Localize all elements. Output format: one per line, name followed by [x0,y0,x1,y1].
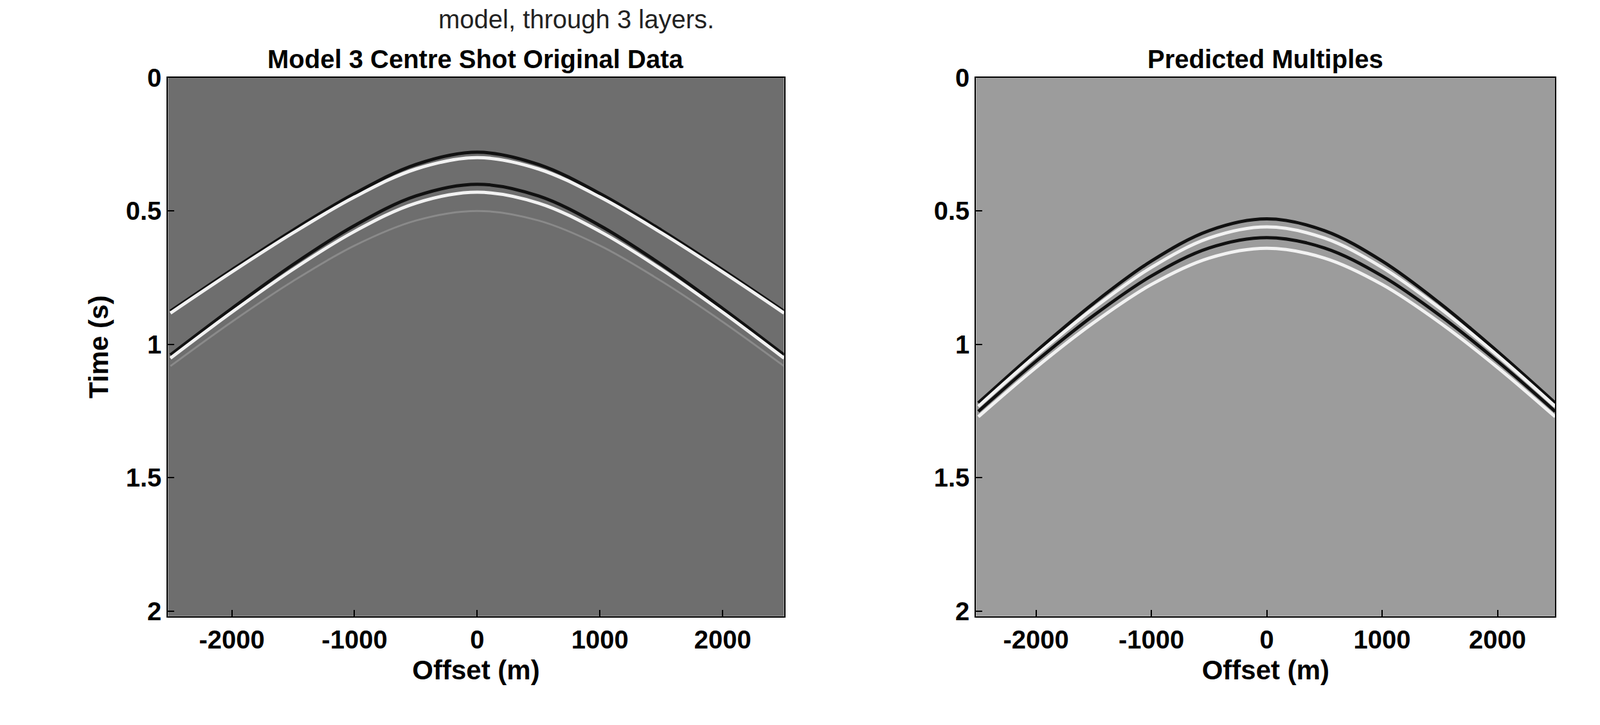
svg-text:1.5: 1.5 [125,463,162,492]
svg-text:-2000: -2000 [198,625,265,654]
svg-text:Offset (m): Offset (m) [1202,655,1330,686]
svg-text:0.5: 0.5 [934,196,971,225]
svg-text:Offset (m): Offset (m) [412,655,540,686]
svg-text:0: 0 [147,63,162,92]
svg-text:0: 0 [955,63,970,92]
svg-text:2000: 2000 [1468,625,1527,654]
svg-text:2: 2 [147,597,162,626]
svg-text:0: 0 [469,625,485,654]
svg-text:-1000: -1000 [321,625,387,654]
svg-text:model, through 3 layers.: model, through 3 layers. [438,5,715,34]
svg-text:1: 1 [955,330,970,359]
svg-text:1.5: 1.5 [934,463,971,492]
svg-text:1000: 1000 [1353,625,1412,654]
svg-text:Time (s): Time (s) [83,295,114,399]
svg-text:1: 1 [147,330,162,359]
svg-text:0: 0 [1259,625,1274,654]
svg-text:-2000: -2000 [1002,625,1069,654]
svg-text:1000: 1000 [571,625,629,654]
svg-text:Model 3 Centre Shot Original D: Model 3 Centre Shot Original Data [267,44,684,74]
svg-text:0.5: 0.5 [125,196,162,225]
svg-text:Predicted Multiples: Predicted Multiples [1147,44,1384,74]
svg-text:2: 2 [955,597,970,626]
svg-text:2000: 2000 [694,625,752,654]
svg-text:-1000: -1000 [1118,625,1185,654]
